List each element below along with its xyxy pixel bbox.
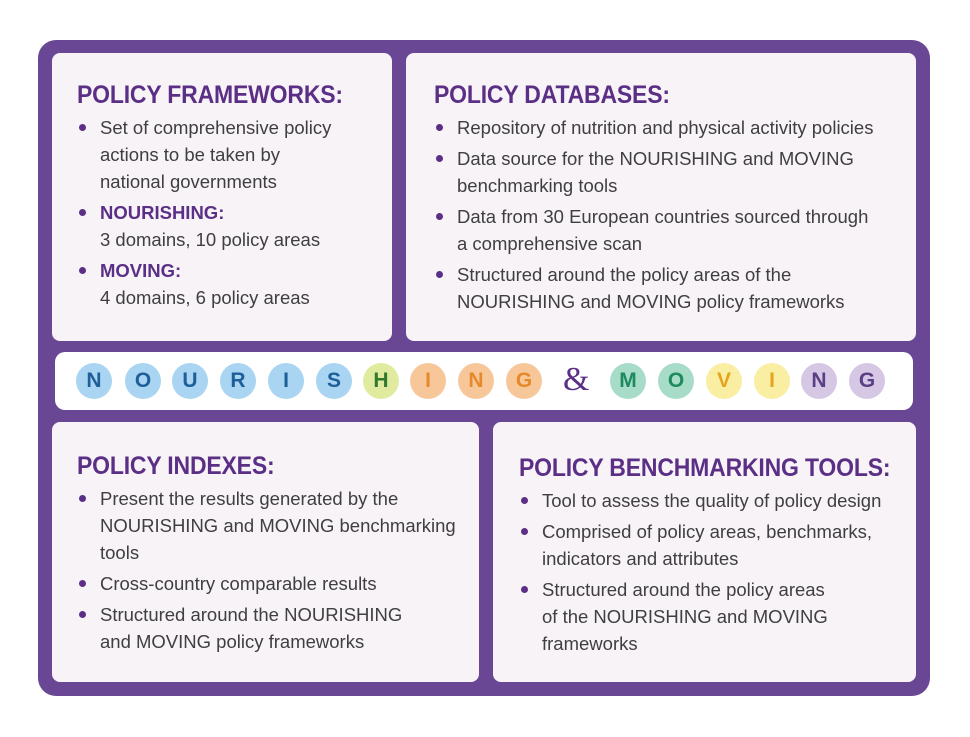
letter-circle: S bbox=[316, 363, 352, 399]
letter-circle: N bbox=[458, 363, 494, 399]
letter-circle: I bbox=[754, 363, 790, 399]
policy-databases-list: Repository of nutrition and physical act… bbox=[434, 114, 916, 315]
list-item: Present the results generated by the NOU… bbox=[77, 485, 479, 566]
policy-benchmarking-tools-panel: POLICY BENCHMARKING TOOLS: Tool to asses… bbox=[493, 422, 916, 682]
list-item: Structured around the policy areas of th… bbox=[434, 261, 916, 315]
policy-frameworks-panel: POLICY FRAMEWORKS: Set of comprehensive … bbox=[52, 53, 392, 341]
policy-indexes-panel: POLICY INDEXES: Present the results gene… bbox=[52, 422, 479, 682]
letter-circle: G bbox=[849, 363, 885, 399]
letter-circle: G bbox=[506, 363, 542, 399]
letter-circle: I bbox=[410, 363, 446, 399]
letter-circle: O bbox=[125, 363, 161, 399]
list-item: Set of comprehensive policy actions to b… bbox=[77, 114, 392, 195]
moving-item: MOVING: 4 domains, 6 policy areas bbox=[77, 257, 392, 311]
nourishing-text: 3 domains, 10 policy areas bbox=[100, 229, 321, 250]
policy-databases-panel: POLICY DATABASES: Repository of nutritio… bbox=[406, 53, 916, 341]
policy-frameworks-list: Set of comprehensive policy actions to b… bbox=[77, 114, 392, 311]
letter-circle: R bbox=[220, 363, 256, 399]
list-item: Cross-country comparable results bbox=[77, 570, 479, 597]
letter-circle: U bbox=[172, 363, 208, 399]
policy-indexes-title: POLICY INDEXES: bbox=[77, 452, 275, 480]
policy-databases-title: POLICY DATABASES: bbox=[434, 81, 670, 109]
list-item: Data from 30 European countries sourced … bbox=[434, 203, 916, 257]
letter-circle: N bbox=[801, 363, 837, 399]
letter-circle: M bbox=[610, 363, 646, 399]
list-item: Data source for the NOURISHING and MOVIN… bbox=[434, 145, 916, 199]
list-item: Structured around the NOURISHING and MOV… bbox=[77, 601, 479, 655]
letter-circle: V bbox=[706, 363, 742, 399]
policy-benchmarking-tools-list: Tool to assess the quality of policy des… bbox=[519, 487, 916, 657]
list-item: Tool to assess the quality of policy des… bbox=[519, 487, 916, 514]
nourishing-item: NOURISHING: 3 domains, 10 policy areas bbox=[77, 199, 392, 253]
moving-text: 4 domains, 6 policy areas bbox=[100, 287, 310, 308]
policy-benchmarking-tools-title: POLICY BENCHMARKING TOOLS: bbox=[519, 454, 891, 482]
list-item: Comprised of policy areas, benchmarks, i… bbox=[519, 518, 916, 572]
letter-circle: H bbox=[363, 363, 399, 399]
letter-circle: I bbox=[268, 363, 304, 399]
letter-circle: N bbox=[76, 363, 112, 399]
nourishing-moving-banner: N O U R I S H I N G & M O V I N G bbox=[55, 352, 913, 410]
letter-circle: O bbox=[658, 363, 694, 399]
policy-frameworks-title: POLICY FRAMEWORKS: bbox=[77, 81, 343, 109]
moving-label: MOVING: bbox=[100, 260, 182, 281]
list-item: Repository of nutrition and physical act… bbox=[434, 114, 916, 141]
ampersand: & bbox=[563, 361, 590, 398]
policy-indexes-list: Present the results generated by the NOU… bbox=[77, 485, 479, 655]
nourishing-label: NOURISHING: bbox=[100, 202, 225, 223]
list-item: Structured around the policy areas of th… bbox=[519, 576, 916, 657]
